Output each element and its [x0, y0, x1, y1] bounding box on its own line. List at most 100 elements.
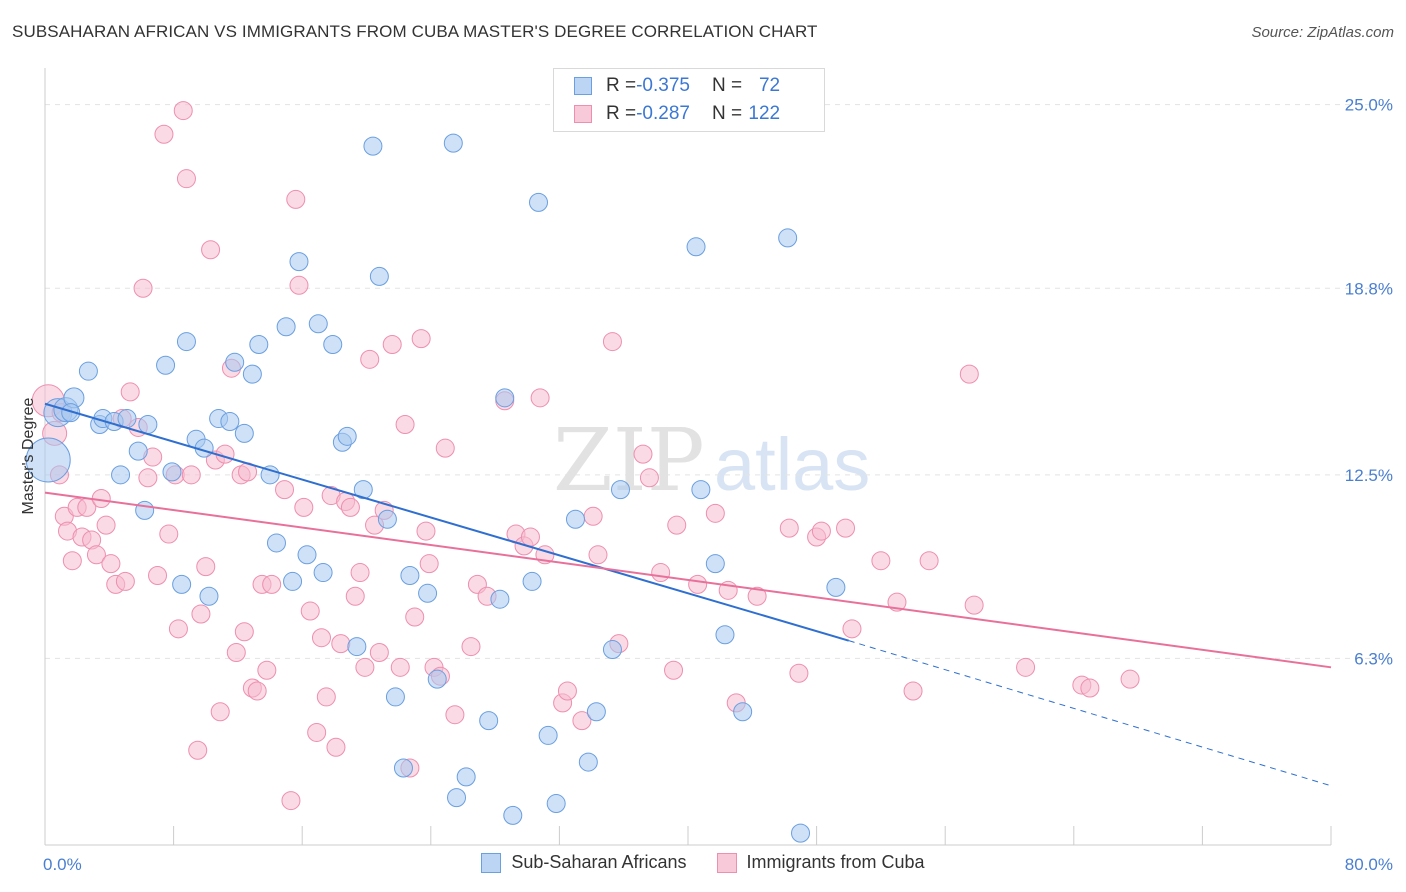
data-point — [199, 586, 219, 606]
data-point — [747, 586, 767, 606]
legend-swatch-blue — [481, 852, 502, 873]
data-point — [201, 240, 221, 260]
data-point — [588, 545, 608, 565]
data-point — [353, 480, 373, 500]
data-point — [172, 574, 192, 594]
data-point — [326, 737, 346, 757]
data-point — [405, 607, 425, 627]
data-point — [390, 657, 410, 677]
data-point — [115, 571, 135, 591]
x-tick-label-right: 80.0% — [1345, 855, 1393, 874]
data-point — [188, 740, 208, 760]
data-point — [154, 124, 174, 144]
data-point — [791, 823, 811, 843]
data-point — [300, 601, 320, 621]
legend-r-value: -0.375 — [636, 75, 690, 96]
data-point — [427, 669, 447, 689]
data-point — [393, 758, 413, 778]
data-point — [135, 500, 155, 520]
data-point — [385, 687, 405, 707]
data-point — [529, 192, 549, 212]
data-point — [260, 465, 280, 485]
data-point — [778, 228, 798, 248]
data-point — [546, 794, 566, 814]
legend-n-value: 122 — [748, 103, 781, 124]
data-point — [159, 524, 179, 544]
data-point — [400, 566, 420, 586]
legend-r-label: R = — [606, 75, 637, 96]
data-point — [416, 521, 436, 541]
data-point — [811, 521, 831, 541]
data-point — [919, 551, 939, 571]
data-point — [572, 711, 592, 731]
data-point — [350, 563, 370, 583]
data-point — [520, 527, 540, 547]
legend-label: Immigrants from Cuba — [746, 852, 925, 872]
trend-lines — [44, 402, 1332, 787]
data-point — [133, 278, 153, 298]
series-sub-saharan-africans — [25, 133, 846, 843]
data-point — [639, 468, 659, 488]
watermark-atlas: atlas — [714, 423, 870, 506]
legend-item-immigrants-from-cuba: Immigrants from Cuba — [716, 852, 925, 873]
data-point — [651, 563, 671, 583]
data-point — [686, 237, 706, 257]
data-point — [522, 571, 542, 591]
data-point — [363, 136, 383, 156]
data-point — [120, 382, 140, 402]
data-point — [419, 554, 439, 574]
data-point — [557, 681, 577, 701]
data-point — [96, 515, 116, 535]
data-point — [705, 554, 725, 574]
data-point — [538, 725, 558, 745]
data-point — [583, 506, 603, 526]
data-point — [447, 788, 467, 808]
data-point — [281, 791, 301, 811]
data-point — [331, 634, 351, 654]
data-point — [234, 622, 254, 642]
data-point — [176, 169, 196, 189]
data-point — [1016, 657, 1036, 677]
data-point — [490, 589, 510, 609]
data-point — [101, 554, 121, 574]
data-point — [168, 619, 188, 639]
y-tick-label: 12.5% — [1345, 466, 1393, 485]
legend-swatch-blue — [574, 77, 592, 95]
data-point — [610, 480, 630, 500]
data-point — [225, 352, 245, 372]
y-axis-label: Master's Degree — [20, 397, 37, 514]
data-point — [313, 563, 333, 583]
legend-r-label: R = — [606, 103, 637, 124]
trend-line — [44, 402, 850, 642]
data-point — [323, 335, 343, 355]
data-point — [733, 702, 753, 722]
data-point — [903, 681, 923, 701]
data-point — [964, 595, 984, 615]
data-point — [337, 426, 357, 446]
data-point — [360, 349, 380, 369]
legend-n-value: 72 — [758, 75, 781, 96]
data-point — [196, 557, 216, 577]
data-point — [1120, 669, 1140, 689]
data-point — [369, 643, 389, 663]
data-point — [62, 551, 82, 571]
data-point — [86, 545, 106, 565]
data-point — [316, 687, 336, 707]
legend-row-pink: R = -0.287 N = 122 — [574, 101, 780, 127]
legend-n-label: N = — [711, 103, 743, 124]
data-point — [382, 335, 402, 355]
legend-item-sub-saharan-africans: Sub-Saharan Africans — [481, 852, 687, 873]
data-point — [887, 592, 907, 612]
data-point — [156, 355, 176, 375]
data-point — [715, 625, 735, 645]
data-point — [210, 702, 230, 722]
data-point — [578, 752, 598, 772]
data-point — [242, 364, 262, 384]
data-point — [283, 571, 303, 591]
data-point — [276, 317, 296, 337]
data-point — [294, 497, 314, 517]
data-point — [842, 619, 862, 639]
source-credit: Source: ZipAtlas.com — [1251, 24, 1394, 41]
data-point — [479, 711, 499, 731]
